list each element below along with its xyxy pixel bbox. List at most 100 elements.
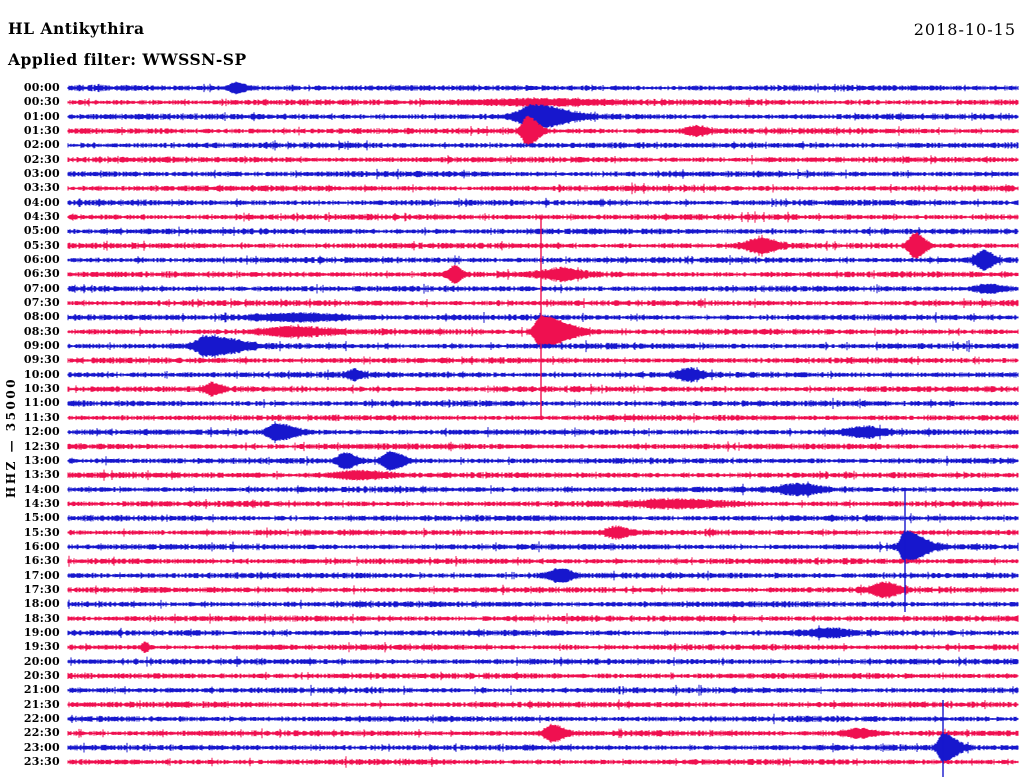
time-label: 00:30	[23, 95, 60, 109]
time-label: 05:00	[23, 224, 60, 238]
trace-row-1530	[67, 525, 1019, 540]
time-label: 21:30	[23, 697, 60, 711]
trace-row-0730	[67, 298, 1019, 308]
time-label: 23:30	[23, 754, 60, 768]
time-label: 04:30	[23, 210, 60, 224]
time-label: 05:30	[23, 238, 60, 252]
trace-row-1100	[67, 397, 1019, 409]
trace-row-0830	[67, 315, 1019, 349]
trace-row-2000	[67, 656, 1019, 667]
time-label: 07:00	[23, 281, 60, 295]
trace-row-1430	[67, 497, 1019, 510]
time-axis: 00:00 00:30 01:00 01:30 02:00 02:30 03:00 03:30…	[0, 0, 60, 780]
trace-row-1930	[67, 641, 1019, 653]
trace-row-0130	[67, 115, 1019, 147]
time-label: 13:30	[23, 468, 60, 482]
trace-row-1630	[67, 555, 1019, 567]
trace-row-2130	[67, 699, 1019, 710]
trace-row-0900	[67, 334, 1019, 358]
time-label: 20:00	[23, 654, 60, 668]
time-label: 03:30	[23, 181, 60, 195]
trace-row-1330	[67, 469, 1019, 481]
time-label: 09:30	[23, 353, 60, 367]
time-label: 19:00	[23, 625, 60, 639]
trace-row-1000	[67, 367, 1019, 383]
time-label: 16:30	[23, 554, 60, 568]
trace-row-1200	[67, 421, 1019, 444]
time-label: 15:30	[23, 525, 60, 539]
trace-row-0330	[67, 182, 1019, 195]
time-label: 11:00	[23, 396, 60, 410]
trace-row-2030	[67, 671, 1019, 681]
time-label: 12:30	[23, 439, 60, 453]
time-label: 04:00	[23, 195, 60, 209]
trace-row-1030	[67, 381, 1019, 397]
trace-row-0300	[67, 168, 1019, 180]
trace-row-0800	[67, 312, 1019, 323]
time-label: 12:00	[23, 425, 60, 439]
trace-row-0400	[67, 197, 1019, 208]
time-label: 17:00	[23, 568, 60, 582]
time-label: 11:30	[23, 410, 60, 424]
time-label: 20:30	[23, 668, 60, 682]
trace-row-1500	[67, 513, 1019, 524]
trace-row-2200	[67, 713, 1019, 725]
trace-row-0630	[67, 265, 1019, 284]
time-label: 03:00	[23, 167, 60, 181]
trace-row-1300	[67, 450, 1019, 471]
time-label: 10:30	[23, 382, 60, 396]
date-label: 2018-10-15	[913, 20, 1016, 39]
time-label: 08:30	[23, 324, 60, 338]
trace-row-1600	[67, 530, 1019, 564]
trace-row-1900	[67, 625, 1019, 641]
time-label: 17:30	[23, 582, 60, 596]
trace-row-1730	[67, 581, 1019, 599]
time-label: 14:00	[23, 482, 60, 496]
time-label: 09:00	[23, 339, 60, 353]
time-label: 16:00	[23, 539, 60, 553]
trace-row-2100	[67, 684, 1019, 696]
trace-row-1130	[67, 413, 1019, 423]
time-label: 02:30	[23, 152, 60, 166]
trace-row-0030	[67, 97, 1019, 108]
time-label: 15:00	[23, 511, 60, 525]
time-label: 22:00	[23, 711, 60, 725]
trace-row-0600	[67, 249, 1019, 271]
trace-row-2300	[67, 733, 1019, 763]
time-label: 22:30	[23, 726, 60, 740]
time-label: 01:30	[23, 124, 60, 138]
time-label: 06:00	[23, 253, 60, 267]
trace-row-0530	[67, 231, 1019, 260]
trace-row-0500	[67, 226, 1019, 237]
trace-row-1230	[67, 441, 1019, 452]
trace-row-0430	[67, 211, 1019, 223]
trace-row-1400	[67, 481, 1019, 498]
trace-row-0700	[67, 283, 1019, 294]
time-label: 23:00	[23, 740, 60, 754]
time-label: 18:00	[23, 597, 60, 611]
time-label: 01:00	[23, 109, 60, 123]
time-label: 07:30	[23, 296, 60, 310]
time-label: 13:00	[23, 453, 60, 467]
trace-row-1800	[67, 599, 1019, 609]
trace-row-0930	[67, 356, 1019, 365]
time-label: 21:00	[23, 683, 60, 697]
trace-row-1700	[67, 568, 1019, 583]
time-label: 19:30	[23, 640, 60, 654]
trace-row-0000	[67, 81, 1019, 95]
trace-row-1830	[67, 613, 1019, 624]
time-label: 08:00	[23, 310, 60, 324]
time-label: 14:30	[23, 496, 60, 510]
time-label: 06:30	[23, 267, 60, 281]
time-label: 02:00	[23, 138, 60, 152]
station-title: HL Antikythira	[8, 19, 145, 38]
time-label: 18:30	[23, 611, 60, 625]
applied-filter-label: Applied filter: WWSSN-SP	[8, 50, 247, 69]
trace-row-0230	[67, 155, 1019, 165]
time-label: 00:00	[23, 81, 60, 94]
time-label: 10:00	[23, 367, 60, 381]
trace-row-2230	[67, 723, 1019, 743]
trace-row-0200	[67, 140, 1019, 151]
